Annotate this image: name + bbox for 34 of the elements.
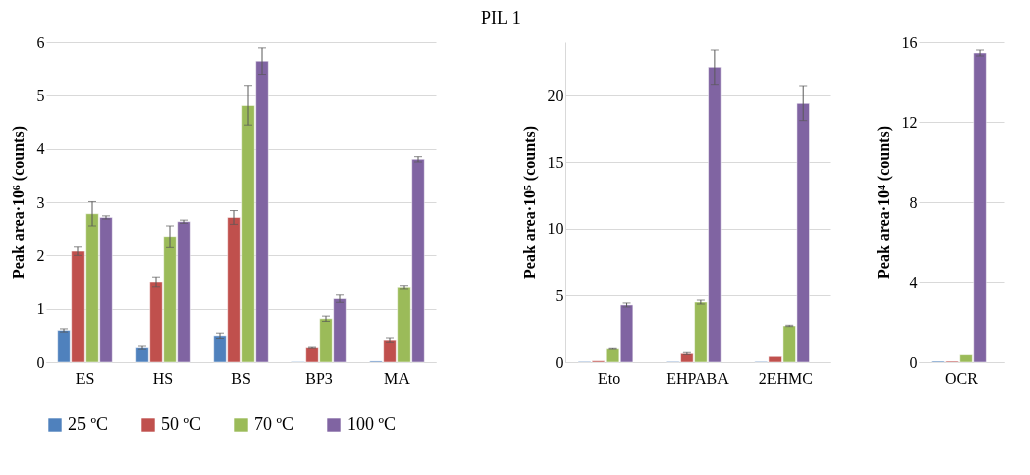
y-tick-label: 4: [909, 273, 918, 291]
x-tick-label: BP3: [305, 369, 333, 387]
x-tick-label: EHPABA: [666, 369, 730, 387]
y-tick-label: 15: [547, 153, 564, 171]
x-tick-label: HS: [152, 369, 174, 387]
y-tick-label: 3: [36, 193, 45, 211]
y-axis-title: Peak area·10⁵ (counts): [520, 126, 539, 279]
y-tick-label: 8: [909, 193, 918, 211]
y-tick-label: 16: [901, 33, 918, 51]
y-tick-label: 5: [36, 86, 45, 104]
y-tick-label: 1: [36, 300, 45, 318]
y-tick-label: 12: [901, 113, 918, 131]
legend-label: 50 ºC: [161, 414, 202, 434]
x-tick-label: MA: [384, 369, 411, 387]
x-tick-label: Eto: [598, 369, 621, 387]
y-tick-label: 0: [36, 353, 45, 371]
legend-label: 25 ºC: [68, 414, 109, 434]
y-tick-label: 0: [555, 353, 564, 371]
y-tick-label: 5: [555, 286, 564, 304]
y-tick-label: 20: [547, 86, 564, 104]
x-tick-label: OCR: [945, 369, 979, 387]
y-tick-label: 4: [36, 140, 45, 158]
y-axis-title: Peak area·10⁶ (counts): [9, 126, 28, 279]
legend-label: 100 ºC: [347, 414, 397, 434]
chart-title: PIL 1: [481, 8, 521, 28]
x-tick-label: ES: [75, 369, 95, 387]
y-tick-label: 6: [36, 33, 45, 51]
y-tick-label: 2: [36, 246, 45, 264]
x-tick-label: 2EHMC: [758, 369, 813, 387]
y-axis-title: Peak area·10⁴ (counts): [874, 126, 893, 279]
x-tick-label: BS: [231, 369, 251, 387]
legend-label: 70 ºC: [254, 414, 295, 434]
y-tick-label: 10: [547, 220, 564, 238]
y-tick-label: 0: [909, 353, 918, 371]
